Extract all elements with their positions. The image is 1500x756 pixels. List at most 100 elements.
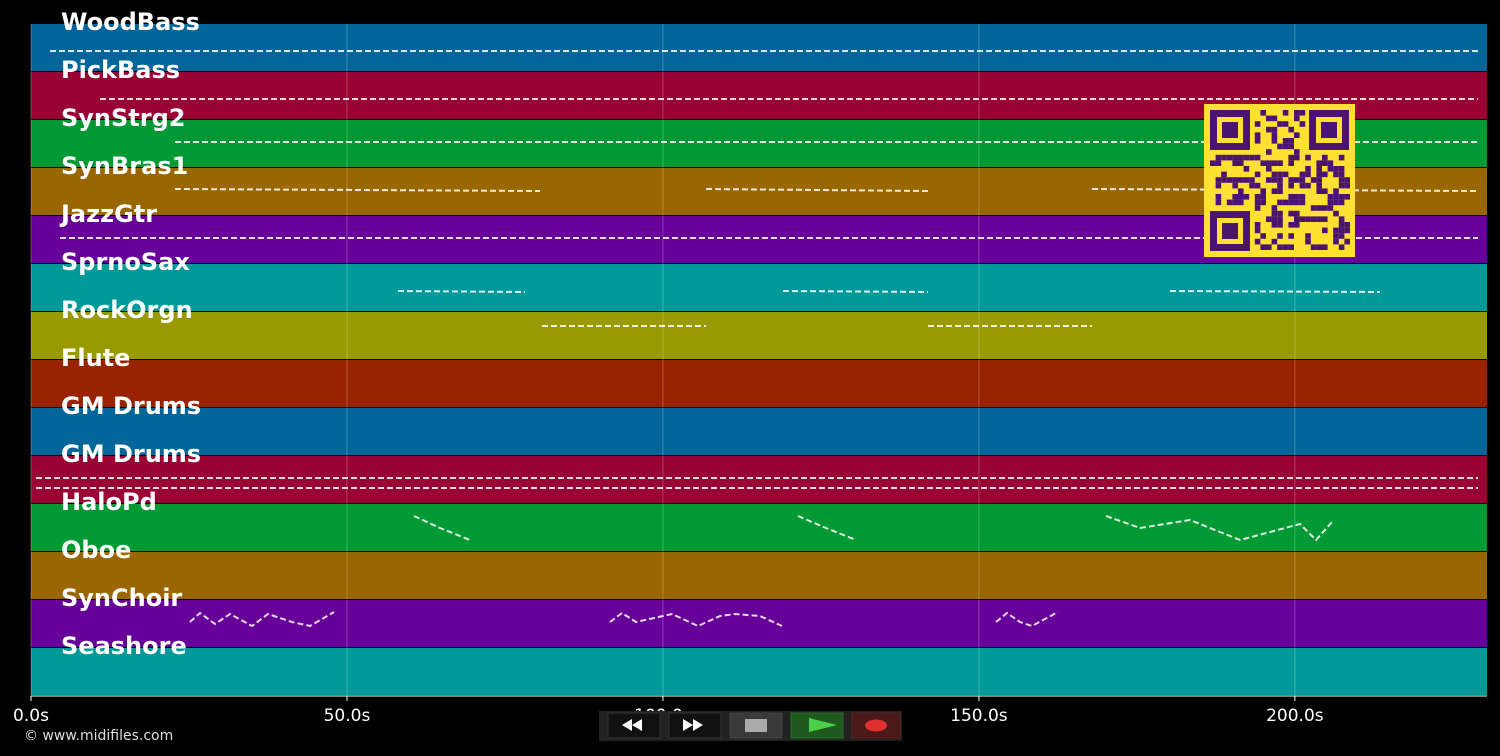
qr-module bbox=[1271, 138, 1278, 144]
qr-module bbox=[1266, 115, 1272, 122]
qr-module bbox=[1305, 166, 1311, 172]
qr-module bbox=[1238, 154, 1244, 161]
qr-module bbox=[1254, 227, 1261, 234]
qr-finder bbox=[1321, 122, 1337, 138]
qr-module bbox=[1282, 244, 1289, 250]
qr-module bbox=[1288, 194, 1294, 200]
qr-module bbox=[1316, 171, 1322, 178]
qr-module bbox=[1327, 160, 1334, 166]
qr-module bbox=[1299, 199, 1306, 206]
button-face bbox=[851, 712, 901, 739]
qr-module bbox=[1215, 182, 1222, 189]
qr-module bbox=[1266, 166, 1272, 172]
qr-module bbox=[1249, 182, 1255, 189]
qr-module bbox=[1260, 160, 1266, 166]
qr-module bbox=[1316, 182, 1322, 189]
qr-module bbox=[1294, 177, 1300, 183]
qr-module bbox=[1271, 216, 1278, 222]
qr-module bbox=[1344, 227, 1350, 234]
qr-module bbox=[1271, 188, 1278, 194]
track-name: Seashore bbox=[61, 632, 187, 660]
qr-module bbox=[1316, 205, 1322, 211]
qr-module bbox=[1327, 194, 1334, 200]
qr-module bbox=[1333, 238, 1339, 245]
qr-module bbox=[1254, 194, 1261, 200]
track-row bbox=[31, 456, 1487, 503]
qr-module bbox=[1322, 160, 1328, 166]
qr-module bbox=[1282, 121, 1289, 127]
qr-module bbox=[1338, 177, 1345, 183]
forward-button[interactable] bbox=[668, 712, 722, 739]
note-trace bbox=[1169, 290, 1381, 293]
record-icon bbox=[865, 719, 887, 732]
rewind-button[interactable] bbox=[607, 712, 661, 739]
qr-module bbox=[1338, 227, 1345, 234]
qr-module bbox=[1260, 194, 1266, 200]
qr-module bbox=[1254, 138, 1261, 144]
qr-module bbox=[1226, 154, 1233, 161]
stop-icon bbox=[745, 719, 767, 732]
qr-module bbox=[1282, 171, 1289, 178]
qr-module bbox=[1271, 210, 1278, 217]
qr-module bbox=[1243, 177, 1250, 183]
qr-module bbox=[1305, 182, 1311, 189]
qr-code[interactable] bbox=[1204, 104, 1355, 257]
qr-module bbox=[1294, 154, 1300, 161]
qr-module bbox=[1294, 149, 1300, 155]
qr-module bbox=[1254, 238, 1261, 245]
qr-module bbox=[1316, 188, 1322, 194]
qr-module bbox=[1243, 194, 1250, 200]
qr-module bbox=[1310, 205, 1317, 211]
qr-module bbox=[1299, 171, 1306, 178]
qr-module bbox=[1277, 188, 1283, 194]
qr-module bbox=[1277, 182, 1283, 189]
stop-button[interactable] bbox=[729, 712, 783, 739]
qr-module bbox=[1277, 177, 1283, 183]
qr-module bbox=[1344, 182, 1350, 189]
qr-module bbox=[1288, 199, 1294, 206]
qr-module bbox=[1327, 166, 1334, 172]
qr-module bbox=[1260, 110, 1266, 116]
qr-module bbox=[1333, 166, 1339, 172]
qr-module bbox=[1338, 154, 1345, 161]
qr-module bbox=[1333, 188, 1339, 194]
qr-module bbox=[1322, 216, 1328, 222]
track-name: SynBras1 bbox=[61, 152, 188, 180]
qr-modules bbox=[1210, 110, 1350, 250]
qr-module bbox=[1243, 166, 1250, 172]
qr-module bbox=[1316, 216, 1322, 222]
qr-module bbox=[1316, 160, 1322, 166]
qr-module bbox=[1310, 177, 1317, 183]
qr-module bbox=[1294, 132, 1300, 138]
qr-module bbox=[1282, 199, 1289, 206]
qr-module bbox=[1260, 188, 1266, 194]
tick-label: 0.0s bbox=[13, 706, 49, 726]
qr-module bbox=[1338, 199, 1345, 206]
qr-module bbox=[1277, 160, 1283, 166]
rewind-icon bbox=[622, 719, 642, 731]
qr-module bbox=[1333, 199, 1339, 206]
qr-module bbox=[1254, 154, 1261, 161]
track-row bbox=[31, 264, 1487, 311]
qr-finder bbox=[1222, 223, 1238, 239]
qr-module bbox=[1215, 160, 1222, 166]
play-button[interactable] bbox=[790, 712, 844, 739]
qr-module bbox=[1288, 154, 1294, 161]
qr-module bbox=[1254, 205, 1261, 211]
qr-module bbox=[1294, 210, 1300, 217]
qr-module bbox=[1338, 166, 1345, 172]
qr-module bbox=[1288, 143, 1294, 150]
qr-module bbox=[1322, 171, 1328, 178]
qr-module bbox=[1288, 160, 1294, 166]
qr-module bbox=[1243, 154, 1250, 161]
qr-module bbox=[1344, 222, 1350, 228]
qr-module bbox=[1215, 194, 1222, 200]
qr-module bbox=[1277, 171, 1283, 178]
record-button[interactable] bbox=[851, 712, 901, 739]
qr-module bbox=[1344, 177, 1350, 183]
qr-module bbox=[1232, 160, 1238, 166]
qr-module bbox=[1238, 188, 1244, 194]
track-name: HaloPd bbox=[61, 488, 157, 516]
qr-module bbox=[1310, 244, 1317, 250]
